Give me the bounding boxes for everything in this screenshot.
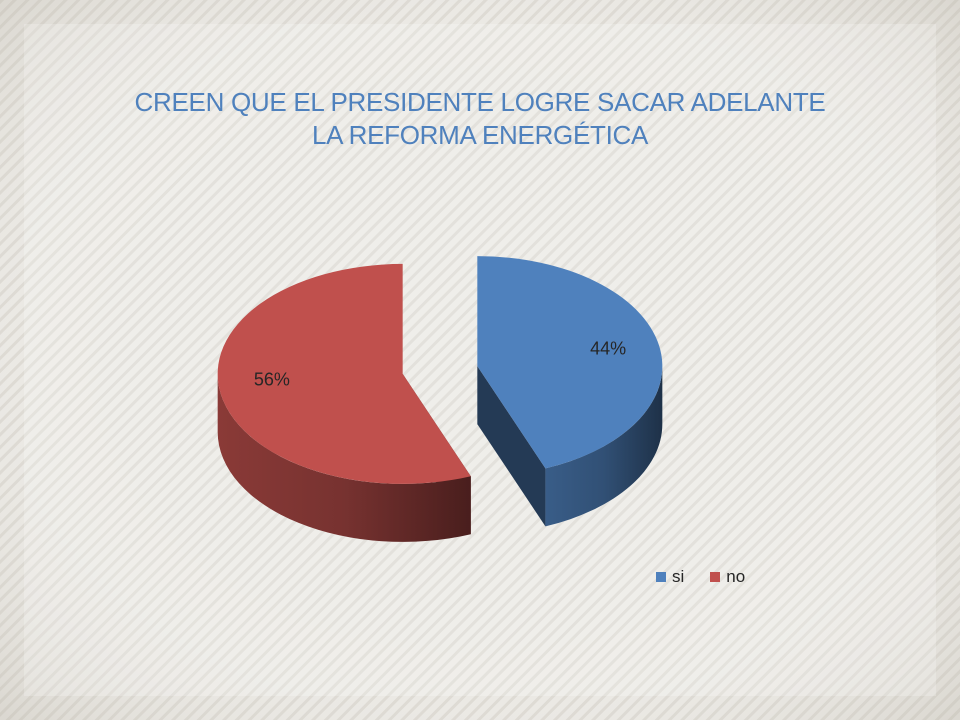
data-label-no: 56% (254, 369, 290, 389)
legend-item-si: si (656, 567, 684, 587)
legend: si no (656, 567, 745, 587)
legend-label-no: no (726, 567, 746, 586)
slice-si-cut-face (477, 366, 546, 527)
legend-swatch-no (710, 572, 721, 582)
slice-si (477, 256, 663, 469)
chart-title: CREEN QUE EL PRESIDENTE LOGRE SACAR ADEL… (134, 87, 826, 150)
data-label-si: 44% (590, 339, 626, 359)
slice-si-side (545, 366, 663, 527)
slice-no-side (217, 373, 471, 542)
slice-no (217, 263, 471, 484)
legend-item-no: no (710, 567, 745, 587)
legend-label-si: si (672, 567, 685, 586)
legend-swatch-si (656, 572, 666, 582)
